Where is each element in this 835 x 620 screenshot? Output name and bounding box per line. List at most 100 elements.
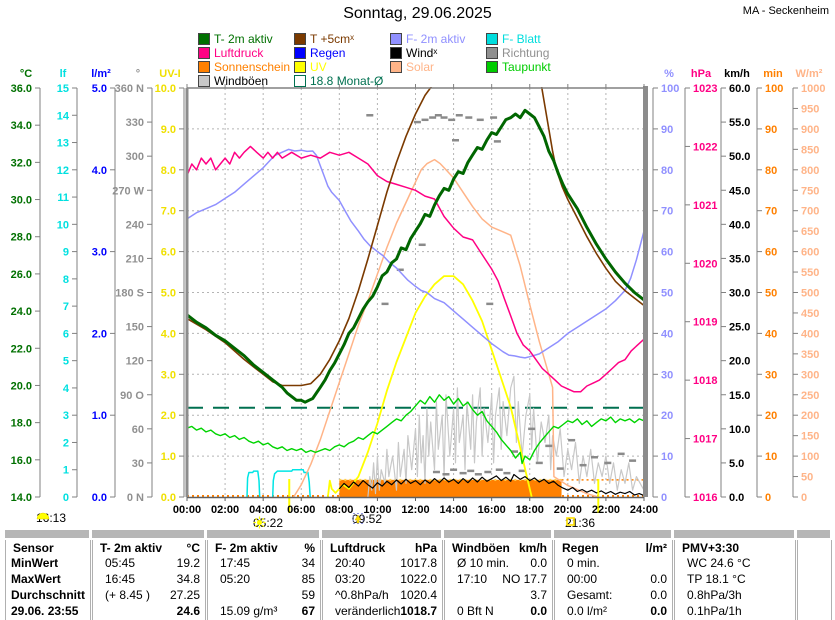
legend-label: Windˣ: [406, 46, 438, 60]
table-cell: 59: [208, 587, 320, 603]
table-cell: Durchschnitt: [6, 587, 90, 603]
wind-axis: km/h 60.0 55.0 50.0 45.0 40.0 35.0 30.0 25.0 20.0…: [720, 68, 750, 504]
cell-value: 0.0: [650, 588, 667, 602]
table-cell: ^0.8hPa/h 1020.4: [323, 587, 442, 603]
separator-block: [444, 530, 551, 538]
cell-value: NO 17.7: [502, 572, 547, 586]
svg-text:100: 100: [801, 451, 819, 463]
svg-text:14.0: 14.0: [11, 492, 32, 504]
svg-text:550: 550: [801, 267, 819, 279]
temp-axis: °C 36.0 34.0 32.0 30.0 28.0 26.0 24.0 22.0 20.0 18…: [11, 68, 41, 504]
table-column-f-2m-aktiv: F- 2m aktiv% 17:45 34 05:20 85 59 15.09 g/m³ 67: [207, 540, 321, 620]
svg-text:5: 5: [63, 356, 69, 368]
svg-text:300: 300: [126, 151, 144, 163]
solar-axis: W/m²100095090085080075070065060055050045…: [792, 68, 825, 504]
svg-text:10: 10: [661, 451, 673, 463]
svg-text:50: 50: [661, 288, 673, 300]
moonrise-time: 16:13: [36, 511, 66, 525]
svg-text:1020: 1020: [693, 258, 717, 270]
table-column-sensor: Sensor MinWert MaxWert Durchschnitt 29.06. 2…: [5, 540, 91, 620]
series-f-2m-aktiv: [186, 148, 645, 359]
svg-text:min: min: [763, 68, 783, 80]
column-header: PMV+3:30: [682, 541, 740, 555]
table-cell: 29.06. 23:55: [6, 603, 90, 619]
cell-value: 34.8: [176, 572, 200, 586]
svg-text:30: 30: [661, 369, 673, 381]
direction-axis: ° 360 N 330 300 270 W 240 210 180 S 150 120 90 O 60…: [112, 68, 153, 504]
svg-text:40: 40: [661, 328, 673, 340]
legend-item-luftdruck: Luftdruck: [198, 47, 263, 59]
svg-text:%: %: [664, 68, 674, 80]
row-label: MinWert: [11, 556, 59, 570]
svg-text:1022: 1022: [693, 141, 717, 153]
legend-label: Solar: [406, 60, 435, 74]
cell-value: 3.7: [530, 588, 547, 602]
svg-text:60: 60: [661, 247, 673, 259]
table-cell: [798, 555, 831, 571]
legend-swatch-f-blatt: [486, 33, 498, 45]
svg-text:330: 330: [126, 117, 144, 129]
svg-text:20.0: 20.0: [729, 356, 750, 368]
legend-label: UV: [310, 60, 327, 74]
cell-text: veränderlich: [335, 604, 401, 618]
time-axis: 00:00 02:00 04:00 06:00 08:00 10:00 12:00 14:00…: [173, 504, 658, 516]
table-column-windb-en: Windböen km/h Ø 10 min. 0.0 17:10 NO 17.7 3.7 0…: [444, 540, 553, 620]
svg-text:20: 20: [765, 410, 777, 422]
cell-value: 1017.8: [400, 556, 437, 570]
legend-item-f-blatt: F- Blatt: [486, 33, 541, 45]
svg-text:70: 70: [765, 206, 777, 218]
cell-text: 0.0 l/m²: [567, 604, 608, 618]
svg-text:1: 1: [63, 465, 69, 477]
legend-item-f-2m-aktiv: F- 2m aktiv: [390, 33, 465, 45]
table-column-t-2m-aktiv: T- 2m aktiv °C 05:45 19.2 16:45 34.8 (+ 8.45 )…: [92, 540, 206, 620]
svg-text:1019: 1019: [693, 317, 717, 329]
svg-text:45.0: 45.0: [729, 185, 750, 197]
sunrise-label: 05:22: [253, 516, 284, 530]
svg-text:15.0: 15.0: [729, 390, 750, 402]
table-cell: MinWert: [6, 555, 90, 571]
cell-text: 17:45: [220, 556, 251, 570]
svg-text:16:00: 16:00: [478, 504, 506, 516]
column-unit: hPa: [414, 541, 437, 555]
table-cell: 20:40 1017.8: [323, 555, 442, 571]
svg-text:0.0: 0.0: [161, 492, 176, 504]
svg-text:5.0: 5.0: [161, 288, 176, 300]
column-unit: l/m²: [645, 541, 667, 555]
svg-text:UV-I: UV-I: [159, 68, 180, 80]
row-label: Durchschnitt: [11, 588, 86, 602]
svg-text:l/m²: l/m²: [91, 68, 111, 80]
cell-value: 0.0: [530, 556, 547, 570]
series-taupunkt: [186, 394, 645, 465]
svg-text:28.0: 28.0: [11, 232, 32, 244]
series-f-blatt: [246, 468, 311, 498]
svg-text:0.0: 0.0: [92, 492, 107, 504]
svg-text:24.0: 24.0: [11, 306, 32, 318]
column-header: Windböen: [452, 541, 510, 555]
svg-text:1017: 1017: [693, 434, 717, 446]
table-cell: 15.09 g/m³ 67: [208, 603, 320, 619]
svg-text:10:00: 10:00: [363, 504, 391, 516]
svg-text:90: 90: [765, 124, 777, 136]
svg-text:1000: 1000: [801, 83, 825, 95]
series-sonnenschein: [187, 478, 644, 497]
table-cell: 05:45 19.2: [93, 555, 205, 571]
svg-text:55.0: 55.0: [729, 117, 750, 129]
svg-text:240: 240: [126, 219, 144, 231]
legend-item-wind: Windˣ: [390, 47, 437, 59]
column-unit: km/h: [518, 541, 547, 555]
series-t-5cm: [186, 87, 645, 387]
svg-text:50: 50: [801, 472, 813, 484]
sunset-label: 21:36: [565, 516, 596, 530]
weather-chart: °C36.034.032.030.028.026.024.022.020.018…: [11, 68, 826, 516]
cell-value: 67: [301, 604, 315, 618]
svg-text:150: 150: [801, 431, 819, 443]
svg-text:40.0: 40.0: [729, 219, 750, 231]
cell-value: 1020.4: [400, 588, 437, 602]
legend-label: Windböen: [214, 74, 269, 88]
svg-text:12: 12: [57, 165, 69, 177]
moonset-time: 09:52: [352, 512, 382, 526]
separator-block: [797, 530, 830, 538]
